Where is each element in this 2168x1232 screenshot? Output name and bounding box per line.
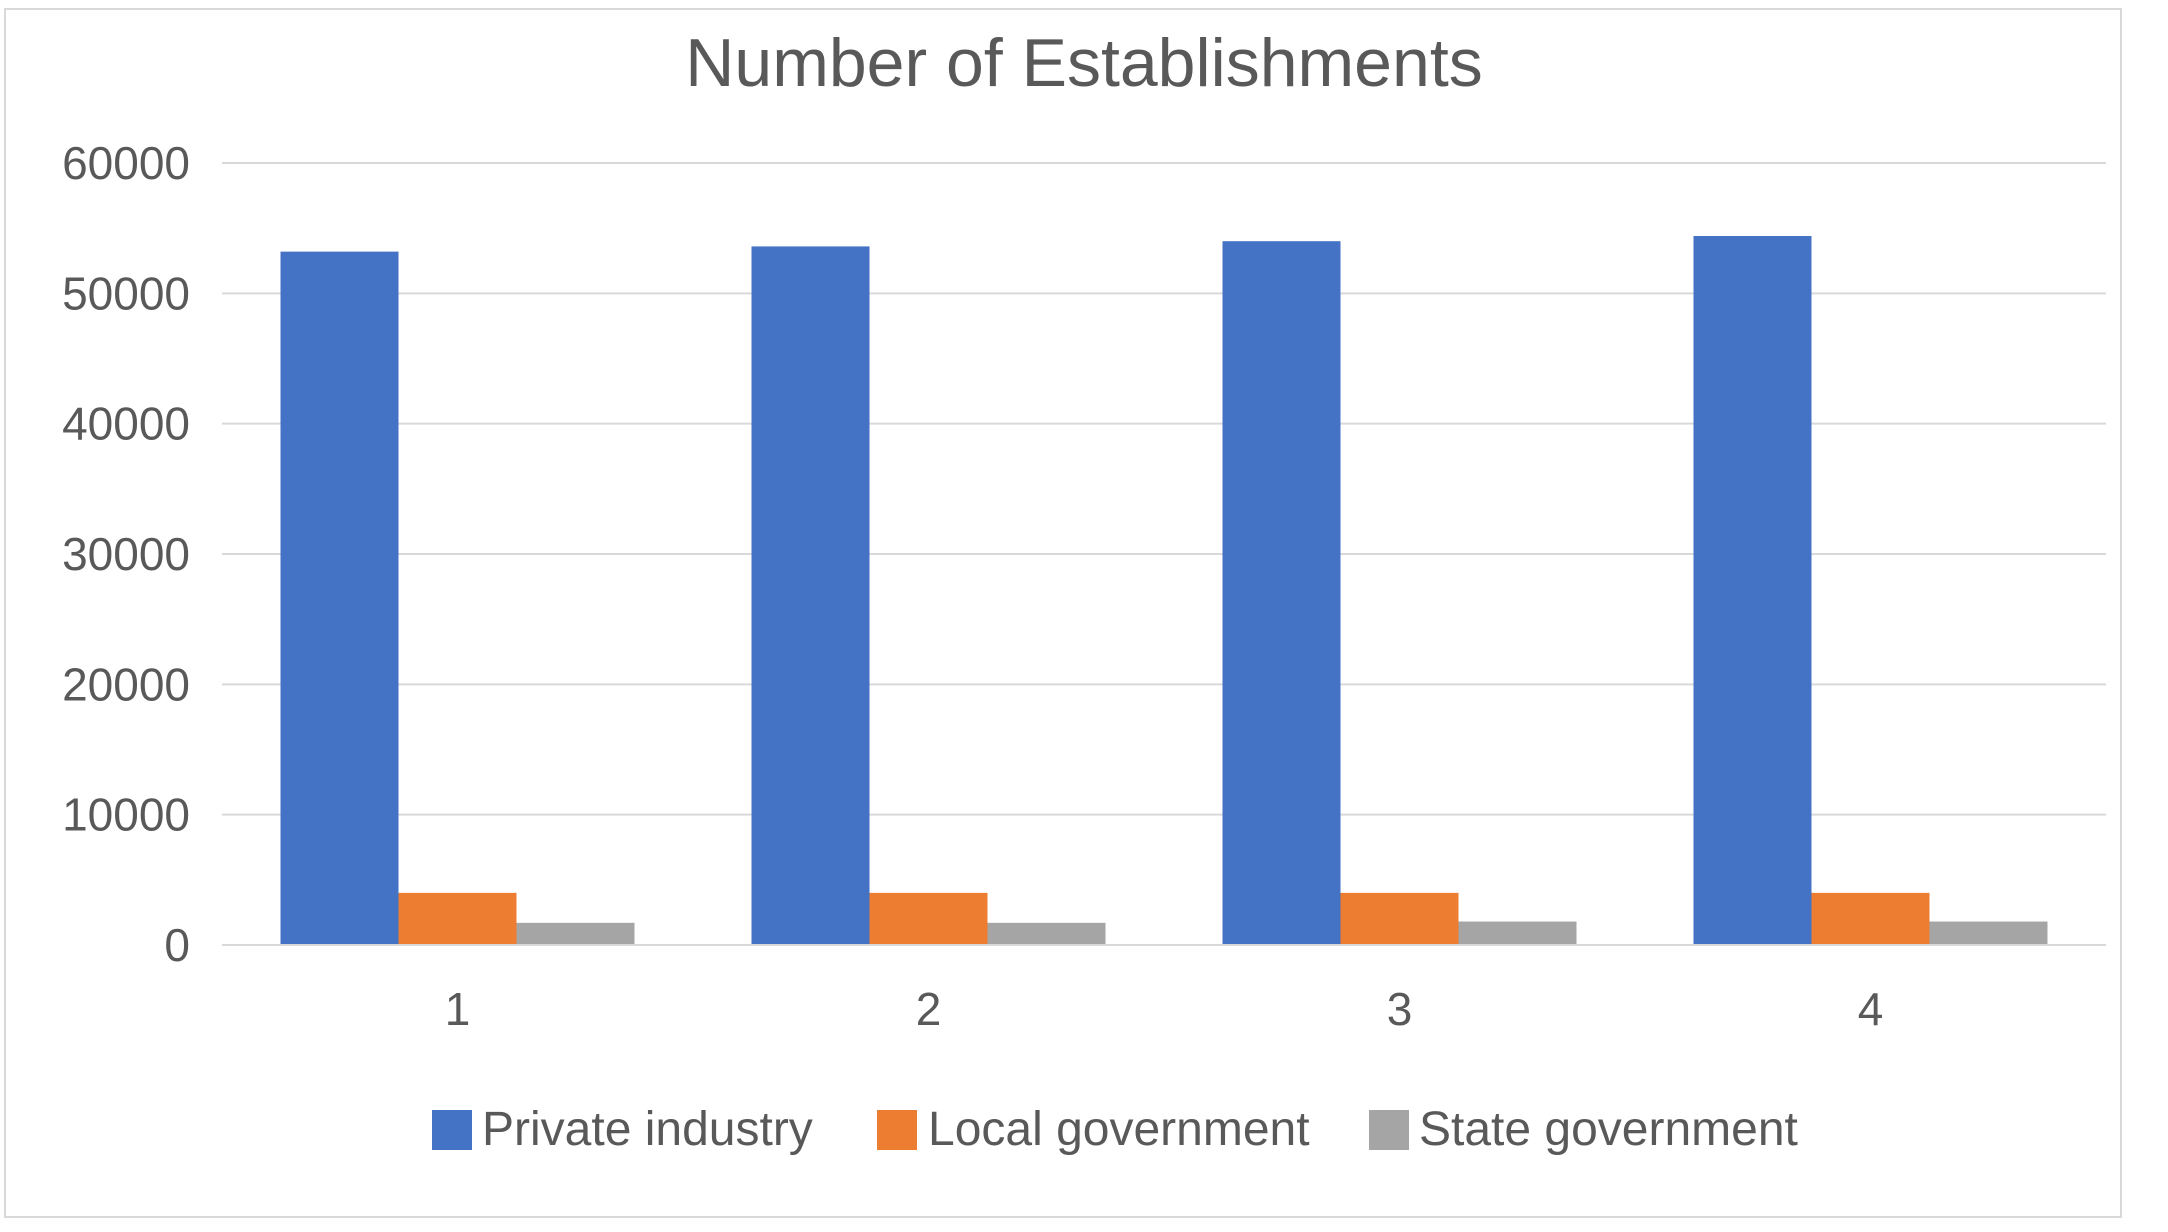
legend-swatch: [432, 1110, 472, 1150]
x-tick-label: 3: [1387, 983, 1413, 1035]
bar-private-industry-2: [751, 246, 870, 945]
bars: [280, 235, 2048, 946]
bar-local-government-2: [869, 892, 988, 945]
bar-state-government-1: [516, 922, 635, 945]
legend-swatch: [1369, 1110, 1409, 1150]
bar-local-government-3: [1340, 892, 1459, 945]
y-tick-label: 60000: [62, 137, 190, 189]
gridlines: [222, 162, 2106, 816]
y-tick-label: 0: [164, 919, 190, 971]
bar-private-industry-3: [1222, 241, 1341, 945]
legend-swatch: [877, 1110, 917, 1150]
x-tick-label: 1: [445, 983, 471, 1035]
chart-title: Number of Establishments: [685, 25, 1482, 101]
y-axis-tick-labels: 0 10000 20000 30000 40000 50000 60000: [62, 137, 190, 971]
legend-item: Local government: [877, 1103, 1310, 1156]
y-tick-label: 30000: [62, 528, 190, 580]
legend-label: Private industry: [482, 1103, 813, 1156]
y-tick-label: 20000: [62, 658, 190, 710]
bar-state-government-2: [987, 922, 1106, 945]
bar-private-industry-4: [1693, 235, 1812, 945]
bar-private-industry-1: [280, 251, 399, 946]
legend-label: Local government: [928, 1103, 1310, 1156]
y-tick-label: 40000: [62, 398, 190, 450]
bar-local-government-1: [398, 892, 517, 945]
legend-item: State government: [1369, 1103, 1798, 1156]
y-tick-label: 10000: [62, 789, 190, 841]
x-axis-tick-labels: 1 2 3 4: [445, 983, 1884, 1035]
y-tick-label: 50000: [62, 267, 190, 319]
bar-local-government-4: [1811, 892, 1930, 945]
legend: Private industry Local government State go…: [432, 1103, 1798, 1156]
bar-state-government-4: [1929, 921, 2048, 945]
bar-state-government-3: [1458, 921, 1577, 945]
legend-label: State government: [1419, 1103, 1798, 1156]
x-tick-label: 2: [916, 983, 942, 1035]
x-tick-label: 4: [1858, 983, 1884, 1035]
legend-item: Private industry: [432, 1103, 813, 1156]
